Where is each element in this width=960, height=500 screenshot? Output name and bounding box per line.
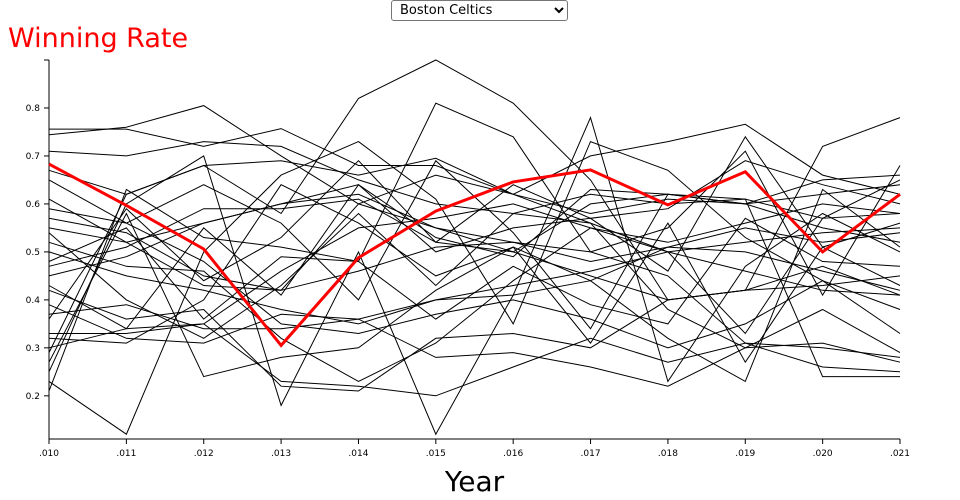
series-line [48, 227, 901, 344]
series-line [48, 188, 901, 383]
series-line [48, 208, 901, 349]
series-line [48, 135, 901, 330]
y-tick-label: 0.5 [26, 248, 40, 258]
x-tick-label: .015 [426, 449, 446, 459]
x-tick-label: .012 [194, 449, 214, 459]
series-line [48, 203, 901, 382]
x-tick-label: .017 [581, 449, 601, 459]
x-tick-label: .010 [39, 449, 59, 459]
series-line [49, 203, 901, 335]
y-tick-label: 0.8 [26, 104, 41, 114]
series-line [48, 184, 901, 364]
series-line [48, 212, 901, 354]
series-line [48, 59, 901, 353]
y-tick-label: 0.7 [26, 152, 40, 162]
series-line [48, 217, 901, 325]
series-line [48, 265, 901, 392]
x-axis-title: Year [444, 465, 505, 498]
x-tick-label: .013 [271, 449, 291, 459]
x-tick-label: .021 [890, 449, 910, 459]
y-tick-label: 0.2 [26, 392, 40, 402]
y-tick-label: 0.4 [26, 296, 41, 306]
chart-title: Winning Rate [8, 23, 189, 54]
x-tick-label: .011 [116, 449, 136, 459]
x-tick-label: .018 [658, 449, 678, 459]
y-tick-label: 0.3 [26, 344, 40, 354]
series-line [48, 123, 901, 195]
x-tick-label: .016 [503, 449, 523, 459]
series-line [48, 217, 901, 373]
x-tick-label: .019 [735, 449, 755, 459]
series-line [48, 102, 901, 392]
series-line [48, 159, 901, 320]
series-line [48, 174, 901, 291]
series-line [48, 174, 901, 277]
x-tick-label: .020 [813, 449, 833, 459]
series-line [48, 116, 901, 436]
team-select[interactable]: Boston Celtics [391, 0, 568, 21]
series-line-highlight [48, 162, 901, 348]
series-line [48, 227, 901, 325]
series-line [48, 193, 901, 291]
y-tick-label: 0.6 [26, 200, 41, 210]
x-tick-label: .014 [348, 449, 368, 459]
